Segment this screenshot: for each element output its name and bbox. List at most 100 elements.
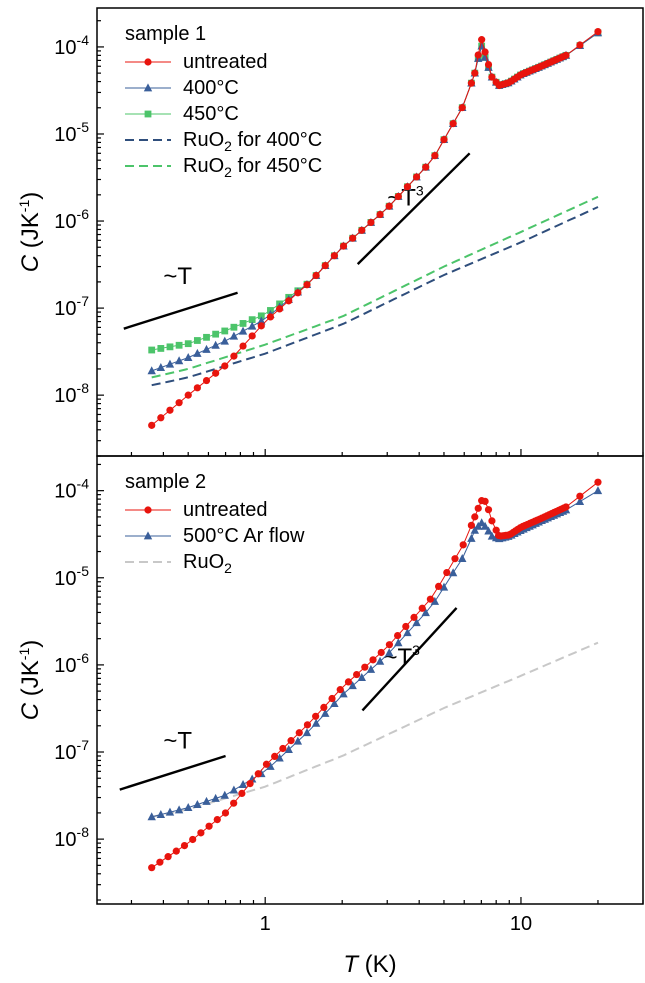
data-point — [467, 521, 475, 529]
data-point — [430, 596, 440, 605]
data-point — [478, 36, 486, 44]
data-point — [254, 770, 262, 778]
data-point — [213, 816, 221, 824]
data-point — [377, 648, 385, 657]
data-point — [275, 305, 284, 313]
slope-guide-line — [361, 607, 458, 712]
data-point — [205, 822, 213, 830]
data-point — [184, 340, 192, 348]
data-point — [238, 326, 248, 335]
data-point — [302, 728, 312, 737]
data-point — [166, 406, 174, 414]
data-point — [180, 842, 189, 850]
data-point — [353, 670, 361, 679]
y-axis-title: C (JK-1) — [16, 192, 44, 272]
y-tick-label: 10-7 — [54, 737, 89, 764]
data-point — [440, 136, 448, 144]
data-point — [366, 664, 376, 673]
data-point — [488, 73, 496, 81]
data-point — [358, 226, 366, 234]
data-point — [148, 346, 156, 354]
slope-guide-line — [123, 291, 238, 330]
data-point — [470, 525, 480, 534]
plot-frame — [96, 7, 644, 457]
series-4 — [151, 206, 599, 387]
data-point — [287, 737, 295, 745]
data-point — [238, 789, 246, 797]
data-point — [157, 414, 165, 422]
data-point — [367, 218, 375, 227]
data-point — [484, 60, 493, 69]
legend-marker — [144, 58, 152, 66]
data-point — [412, 618, 421, 627]
data-point — [474, 51, 482, 59]
data-point — [467, 533, 476, 542]
data-point — [480, 521, 490, 530]
data-point — [197, 829, 205, 837]
data-point — [230, 352, 238, 360]
data-point — [239, 320, 247, 327]
data-point — [239, 342, 247, 350]
data-point — [147, 812, 156, 821]
data-point — [248, 332, 256, 340]
data-point — [403, 628, 412, 637]
data-point — [394, 631, 402, 640]
data-point — [189, 835, 197, 844]
legend-label: untreated — [183, 51, 268, 73]
data-point — [175, 399, 183, 407]
data-point — [467, 79, 475, 87]
x-tick-label: 10 — [510, 913, 532, 935]
data-point — [184, 391, 192, 399]
data-point — [294, 289, 302, 297]
data-point — [193, 337, 201, 344]
data-point — [385, 202, 393, 210]
legend-marker — [144, 506, 152, 514]
data-point — [295, 729, 303, 737]
data-point — [471, 69, 479, 77]
series-3 — [151, 641, 599, 818]
data-point — [193, 799, 202, 808]
data-point — [488, 517, 496, 525]
data-point — [481, 497, 489, 505]
legend-label: RuO2 for 450°C — [183, 155, 322, 180]
data-point — [402, 622, 410, 631]
data-point — [165, 359, 175, 368]
data-point — [212, 369, 220, 377]
data-point — [247, 321, 257, 330]
data-point — [312, 712, 320, 720]
y-tick-label: 10-8 — [54, 380, 89, 407]
data-point — [339, 689, 348, 698]
data-point — [293, 736, 303, 745]
data-point — [193, 348, 202, 357]
data-point — [257, 312, 265, 320]
data-point — [421, 608, 430, 617]
data-point — [474, 504, 482, 512]
data-point — [439, 582, 449, 591]
data-point — [211, 340, 220, 349]
data-point — [376, 210, 384, 219]
data-point — [148, 864, 156, 872]
data-point — [384, 648, 394, 657]
data-point — [156, 809, 166, 818]
data-point — [202, 796, 211, 805]
data-point — [394, 638, 403, 647]
data-point — [320, 703, 328, 712]
data-point — [248, 316, 256, 324]
data-point — [172, 847, 180, 855]
slope-guide-line — [119, 754, 226, 791]
legend-marker — [144, 110, 152, 118]
legend-marker — [143, 83, 153, 92]
legend-title: sample 1 — [125, 23, 206, 45]
y-tick-label: 10-5 — [54, 119, 89, 146]
data-point — [229, 785, 239, 794]
data-point — [375, 656, 385, 665]
data-point — [321, 708, 330, 717]
y-tick-label: 10-4 — [54, 476, 89, 503]
data-point — [369, 656, 377, 664]
series-line — [151, 641, 599, 818]
data-point — [221, 809, 230, 817]
data-point — [230, 323, 238, 331]
data-point — [431, 152, 439, 160]
data-point — [147, 366, 156, 375]
data-point — [266, 761, 275, 770]
